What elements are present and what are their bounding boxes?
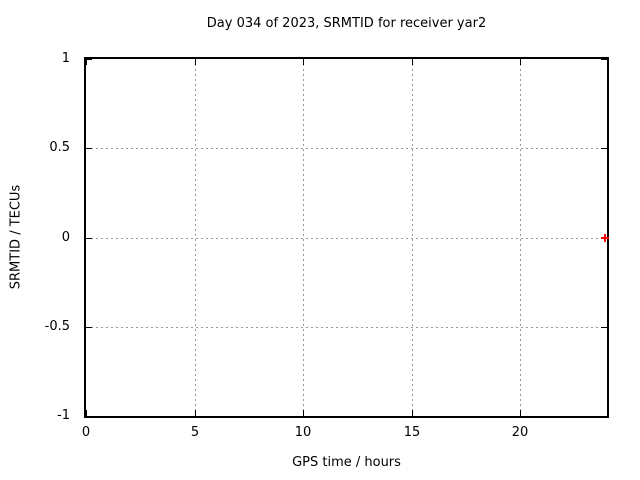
x-tick-bottom bbox=[86, 410, 87, 416]
y-tick-label: -1 bbox=[57, 408, 70, 423]
x-gridline bbox=[412, 59, 413, 416]
x-tick-bottom bbox=[520, 410, 521, 416]
y-gridline bbox=[86, 327, 607, 328]
x-tick-bottom bbox=[195, 410, 196, 416]
x-tick-label: 0 bbox=[81, 425, 91, 440]
y-gridline bbox=[86, 148, 607, 149]
y-gridline bbox=[86, 238, 607, 239]
x-tick-label: 10 bbox=[294, 425, 312, 440]
x-tick-label: 15 bbox=[403, 425, 421, 440]
y-tick-left bbox=[86, 238, 92, 239]
x-tick-bottom bbox=[303, 410, 304, 416]
x-tick-top bbox=[520, 59, 521, 65]
y-tick-right bbox=[601, 416, 607, 417]
y-tick-left bbox=[86, 59, 92, 60]
x-gridline bbox=[303, 59, 304, 416]
y-tick-right bbox=[601, 327, 607, 328]
y-tick-label: 1 bbox=[61, 51, 70, 66]
x-tick-top bbox=[303, 59, 304, 65]
x-tick-top bbox=[412, 59, 413, 65]
chart-title: Day 034 of 2023, SRMTID for receiver yar… bbox=[206, 16, 487, 31]
y-tick-left bbox=[86, 148, 92, 149]
x-tick-top bbox=[86, 59, 87, 65]
x-tick-bottom bbox=[412, 410, 413, 416]
y-tick-left bbox=[86, 327, 92, 328]
y-tick-left bbox=[86, 416, 92, 417]
y-tick-label: 0 bbox=[61, 230, 70, 245]
x-axis-title: GPS time / hours bbox=[292, 455, 401, 470]
x-tick-top bbox=[195, 59, 196, 65]
x-gridline bbox=[195, 59, 196, 416]
x-tick-label: 5 bbox=[190, 425, 200, 440]
data-point-marker bbox=[601, 234, 609, 242]
y-tick-label: 0.5 bbox=[49, 140, 70, 155]
plot-area bbox=[84, 57, 609, 418]
y-tick-label: -0.5 bbox=[44, 319, 70, 334]
y-tick-right bbox=[601, 59, 607, 60]
x-gridline bbox=[520, 59, 521, 416]
x-tick-label: 20 bbox=[511, 425, 529, 440]
y-tick-right bbox=[601, 148, 607, 149]
